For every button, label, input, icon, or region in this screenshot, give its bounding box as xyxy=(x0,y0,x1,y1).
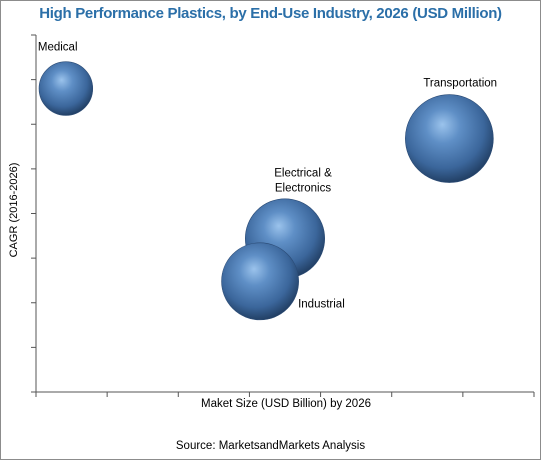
bubble-medical xyxy=(38,61,94,116)
bubble-industrial xyxy=(221,242,299,321)
bubble-transportation xyxy=(405,94,494,183)
axes xyxy=(31,34,535,397)
source-note: Source: MarketsandMarkets Analysis xyxy=(175,440,366,452)
bubble-label: Transportation xyxy=(423,78,497,90)
bubble-label: Electrical & xyxy=(274,167,332,179)
bubbles xyxy=(38,61,494,321)
bubble-labels: Medical Transportation Electrical & Electro… xyxy=(38,42,497,311)
bubble-label: Industrial xyxy=(298,298,345,310)
x-axis-label: Maket Size (USD Billion) by 2026 xyxy=(200,398,371,410)
bubble-label: Medical xyxy=(38,42,78,54)
chart-title: High Performance Plastics, by End-Use In… xyxy=(39,5,502,22)
bubble-label: Electronics xyxy=(275,182,331,194)
